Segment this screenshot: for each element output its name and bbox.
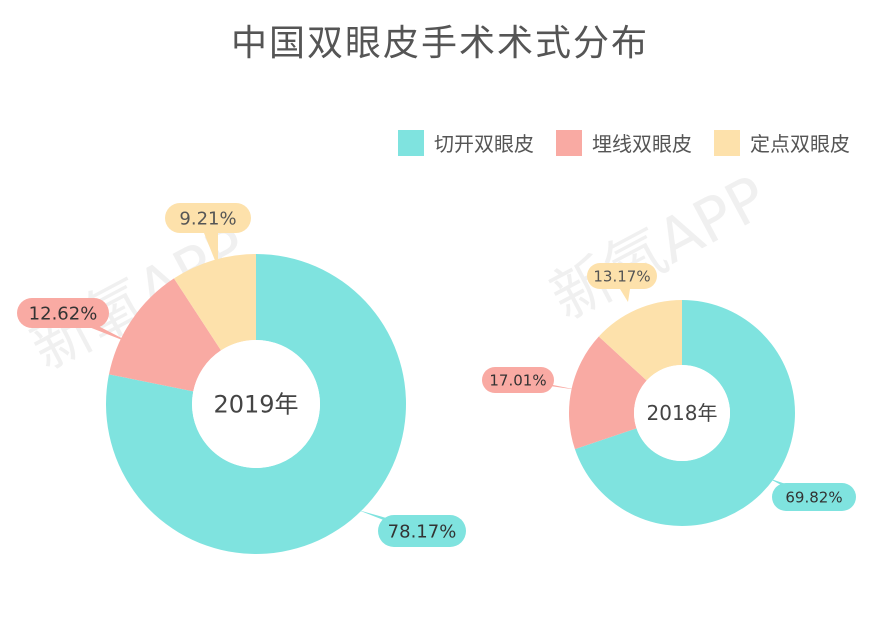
donut-2018-center-label: 2018年 xyxy=(647,401,718,425)
donut-2018-center xyxy=(634,365,730,461)
donut-2019-slice-fixed-point xyxy=(173,254,256,351)
legend-label-incision: 切开双眼皮 xyxy=(434,132,534,156)
legend-label-fixed-point: 定点双眼皮 xyxy=(750,132,850,156)
donut-2019-value-label-incision: 78.17% xyxy=(358,510,466,547)
donut-2018-slice-fixed-point xyxy=(598,300,682,381)
svg-text:12.62%: 12.62% xyxy=(29,303,98,324)
donut-2019-value-label-buried-suture: 12.62% xyxy=(17,298,135,345)
donut-2018-value-label-incision: 69.82% xyxy=(768,478,856,511)
svg-text:13.17%: 13.17% xyxy=(593,267,650,285)
svg-text:9.21%: 9.21% xyxy=(179,208,236,229)
page-title: 中国双眼皮手术术式分布 xyxy=(230,23,649,64)
donut-2019-value-label-fixed-point: 9.21% xyxy=(165,203,251,268)
donut-2018-value-label-fixed-point: 13.17% xyxy=(587,263,657,302)
legend-swatch-fixed-point xyxy=(714,129,740,156)
svg-text:17.01%: 17.01% xyxy=(489,371,546,389)
legend-item-fixed-point: 定点双眼皮 xyxy=(714,128,850,157)
donut-2018-slice-buried-suture xyxy=(568,336,647,450)
donut-2019-center xyxy=(192,340,320,468)
donut-2019-center-label: 2019年 xyxy=(213,390,298,418)
donut-2019-slice-buried-suture xyxy=(108,278,221,392)
legend-swatch-buried-suture xyxy=(556,129,582,156)
donut-2018-slice-incision xyxy=(574,300,795,526)
legend-swatch-incision xyxy=(398,129,424,156)
donut-2019-slice-incision xyxy=(106,254,406,554)
legend: 切开双眼皮 埋线双眼皮 定点双眼皮 xyxy=(398,128,850,157)
svg-text:69.82%: 69.82% xyxy=(785,488,842,506)
svg-text:78.17%: 78.17% xyxy=(388,521,457,542)
legend-item-buried-suture: 埋线双眼皮 xyxy=(556,128,692,157)
donut-2018-value-label-buried-suture: 17.01% xyxy=(482,367,578,393)
legend-label-buried-suture: 埋线双眼皮 xyxy=(592,132,692,156)
legend-item-incision: 切开双眼皮 xyxy=(398,128,534,157)
